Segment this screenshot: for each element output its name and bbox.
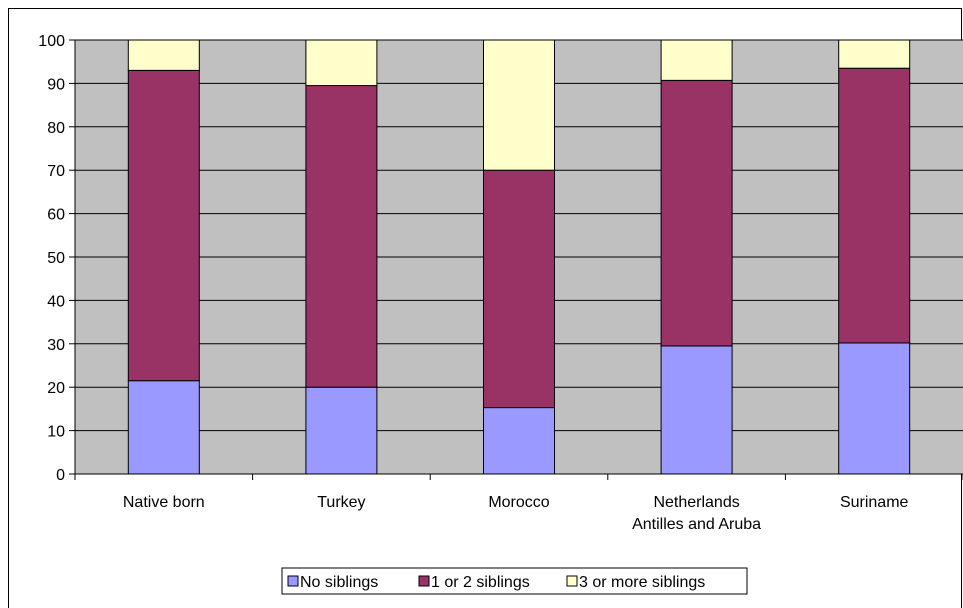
x-category-label: Native born xyxy=(123,494,205,511)
bar-segment-3-cat-2 xyxy=(305,39,378,87)
y-tick-label: 60 xyxy=(47,207,65,224)
legend: No siblings 1 or 2 siblings 3 or more sibl… xyxy=(281,567,748,595)
x-category-label-line: Turkey xyxy=(317,494,365,511)
y-tick-label: 50 xyxy=(47,250,65,267)
x-category-label-line: Suriname xyxy=(840,494,909,511)
y-tick-label: 30 xyxy=(47,337,65,354)
bar-segment-3-cat-1 xyxy=(127,39,200,71)
x-axis-labels: Native born Turkey Morocco Netherlands Antil… xyxy=(123,494,909,533)
legend-label: 1 or 2 siblings xyxy=(431,574,530,591)
y-tick-label: 100 xyxy=(38,33,65,50)
bar-segment-1-cat-3 xyxy=(483,407,555,475)
x-category-label-line: Netherlands xyxy=(653,494,739,511)
x-category-label: Turkey xyxy=(317,494,365,511)
y-tick-label: 40 xyxy=(47,293,65,310)
legend-swatch xyxy=(566,575,578,587)
bars xyxy=(127,39,911,475)
x-category-label-line: Morocco xyxy=(488,494,549,511)
x-category-label-line: Native born xyxy=(123,494,205,511)
bar-segment-1-cat-4 xyxy=(660,345,733,475)
bar-segment-2-cat-5 xyxy=(838,67,911,344)
y-tick-label: 10 xyxy=(47,424,65,441)
x-category-label: Suriname xyxy=(840,494,909,511)
y-axis-ticks: 0 10 20 30 40 50 60 70 80 90 100 xyxy=(38,33,75,484)
y-tick-label: 0 xyxy=(56,467,65,484)
x-category-label: Morocco xyxy=(488,494,549,511)
bar-segment-3-cat-4 xyxy=(660,39,733,81)
bar-segment-2-cat-3 xyxy=(483,169,555,409)
legend-box xyxy=(281,567,748,595)
y-tick-label: 70 xyxy=(47,163,65,180)
legend-label: 3 or more siblings xyxy=(579,574,705,591)
bar-segment-2-cat-4 xyxy=(660,79,733,347)
y-tick-label: 90 xyxy=(47,76,65,93)
y-tick-label: 80 xyxy=(47,120,65,137)
bar-segment-2-cat-1 xyxy=(127,69,200,382)
legend-label: No siblings xyxy=(300,574,378,591)
bar-segment-1-cat-2 xyxy=(305,386,378,475)
bar-segment-1-cat-1 xyxy=(127,380,200,475)
y-tick-label: 20 xyxy=(47,380,65,397)
bar-segment-3-cat-3 xyxy=(483,39,555,171)
x-category-label-line: Antilles and Aruba xyxy=(632,516,761,533)
bar-segment-1-cat-5 xyxy=(838,342,911,475)
legend-swatch xyxy=(418,575,430,587)
x-category-label: Netherlands Antilles and Aruba xyxy=(632,494,761,533)
bar-segment-3-cat-5 xyxy=(838,39,911,69)
legend-swatch xyxy=(287,575,299,587)
bar-segment-2-cat-2 xyxy=(305,85,378,388)
